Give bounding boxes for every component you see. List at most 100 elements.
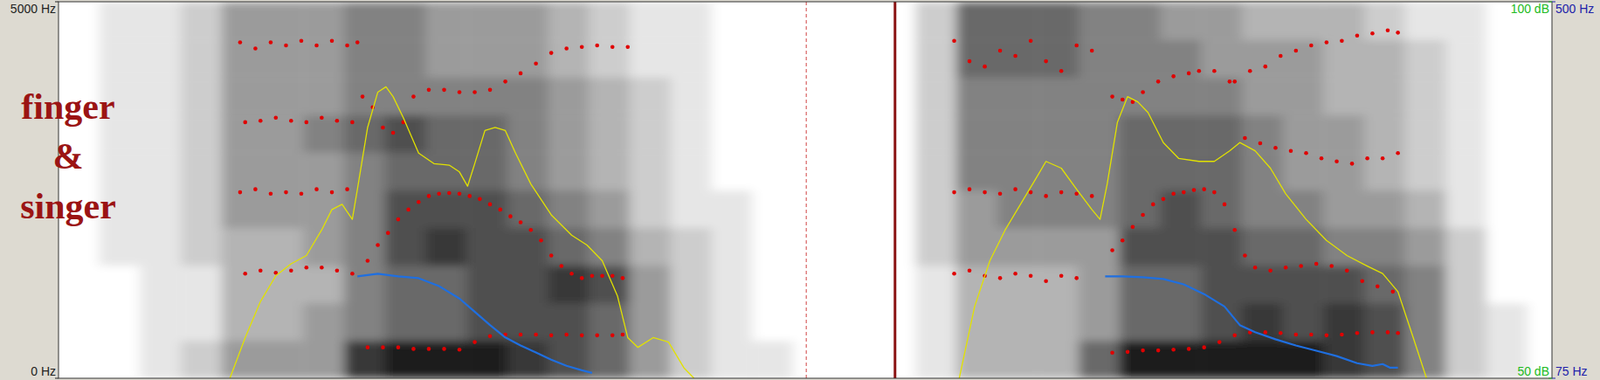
spectrogram-cell [1282,227,1325,267]
formant-point [1294,332,1299,338]
spectrogram-cell [1200,190,1242,229]
spectrogram-cell [139,303,181,342]
spectrogram-cell [588,76,630,116]
spectrogram-cell [588,340,630,379]
formant-point [447,191,452,196]
spectrogram-cell [1446,76,1488,116]
spectrogram-cell [629,190,671,229]
spectrogram-cell [1037,76,1079,116]
spectrogram-cell [303,303,345,342]
spectrogram-cell [1323,1,1365,41]
spectrogram-cell [548,265,590,304]
spectrogram-cell [385,76,427,116]
formant-point [1222,202,1228,207]
spectrogram-cell [139,76,181,116]
spectrogram-cell [711,340,753,379]
spectrogram-cell [1364,303,1406,342]
formant-point [1232,227,1237,233]
spectrogram-cell [139,265,181,304]
formant-point [1186,71,1192,76]
spectrogram-cell [221,1,263,41]
spectrogram-cell [711,265,753,304]
spectrogram-cell [221,227,263,267]
spectrogram-cell [99,265,141,304]
spectrogram-cell [548,303,590,342]
formant-point [1390,289,1395,295]
formant-point [1395,30,1400,35]
formant-point [1059,190,1064,195]
spectrogram-cell [385,114,427,153]
spectrogram-cell [711,303,753,342]
chart: 0 Hz5000 Hzfinger&singer50 dB100 dB75 Hz… [0,0,1600,380]
formant-point [1212,68,1217,74]
formant-point [1309,43,1314,49]
formant-point [620,275,626,281]
formant-point [1186,346,1192,352]
spectrogram-cell [1364,76,1406,116]
spectrogram-cell [221,265,263,304]
spectrogram-cell [180,151,222,191]
formant-point [283,43,289,49]
formant-point [360,94,366,99]
spectrogram-cell [507,1,549,41]
spectrogram-cell [793,265,835,304]
spectrogram-cell [180,114,222,153]
spectrogram-cell [629,39,671,78]
spectrogram-cell [344,190,386,229]
spectrogram-cell [751,151,794,191]
spectrogram-cell [548,340,590,379]
spectrogram-cell [507,227,549,267]
spectrogram-cell [1200,227,1242,267]
spectrogram-cell [221,303,263,342]
spectrogram-cell [711,190,753,229]
formant-point [1232,79,1237,84]
formant-point [1329,263,1334,269]
spectrogram-cell [956,227,998,267]
formant-point [1140,89,1145,95]
spectrogram-cell [997,265,1039,304]
spectrogram-cell [262,340,304,379]
spectrogram-cell [58,227,100,267]
spectrogram-cell [1241,190,1283,229]
spectrogram-cell [58,1,100,41]
formant-point [375,242,380,248]
formant-point [1140,213,1145,218]
formant-point [253,46,258,51]
formant-point [457,89,463,95]
spectrogram-cell [1241,1,1283,41]
spectrogram-cell [588,39,630,78]
spectrogram-cell [344,151,386,191]
spectrogram-cell [629,76,671,116]
spectrogram-cell [629,1,671,41]
spectrogram-cell [1446,303,1488,342]
formant-point [982,64,987,69]
formant-point [238,40,243,45]
formant-point [1074,275,1079,281]
spectrogram-cell [221,39,263,78]
formant-point [1089,48,1095,54]
spectrogram-cell [834,1,876,41]
formant-point [396,217,401,222]
formant-point [268,192,274,197]
spectrogram-cell [1527,76,1552,116]
spectrogram-cell [588,265,630,304]
spectrogram-cell [1405,190,1447,229]
spectrogram-cell [997,39,1039,78]
spectrogram-cell [425,1,467,41]
spectrogram-cell [997,76,1039,116]
spectrogram-cell [1119,303,1161,342]
formant-point [268,40,274,45]
spectrogram-cell [139,151,181,191]
spectrogram-cell [1200,340,1242,379]
spectrogram-cell [1078,1,1120,41]
spectrogram-cell [99,1,141,41]
spectrogram-cell [344,265,386,304]
spectrogram-cell [1159,303,1201,342]
formant-point [538,238,544,243]
spectrogram-cell [793,76,835,116]
spectrogram-cell [507,39,549,78]
formant-point [1074,43,1079,49]
formant-point [365,344,371,350]
formant-point [564,46,569,51]
spectrogram-cell [425,303,467,342]
